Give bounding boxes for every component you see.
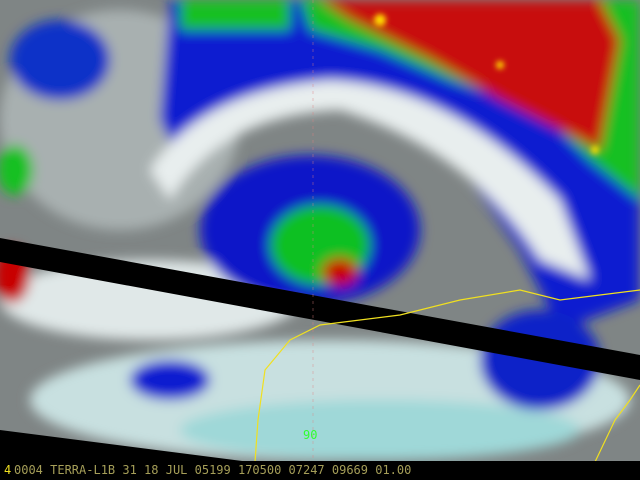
image-caption-bar: 4 0004 TERRA-L1B 31 18 JUL 05199 170500 … [0, 461, 640, 480]
caption-text: 0004 TERRA-L1B 31 18 JUL 05199 170500 07… [14, 463, 412, 477]
channel-marker: 4 [4, 463, 12, 477]
coastline [254, 289, 640, 463]
gridline-label: 90 [303, 428, 318, 442]
missing-scan-swath [0, 238, 640, 380]
